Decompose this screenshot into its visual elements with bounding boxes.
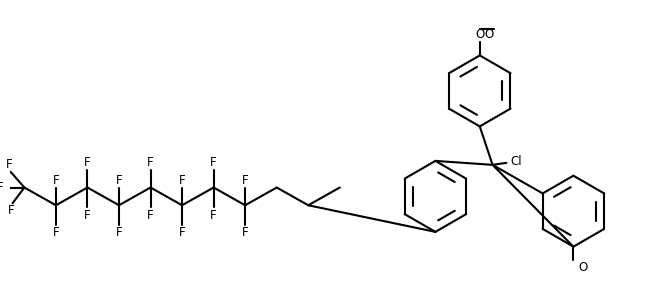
Text: F: F	[8, 204, 15, 217]
Text: F: F	[179, 226, 186, 239]
Text: O: O	[484, 28, 494, 41]
Text: F: F	[6, 158, 13, 171]
Text: F: F	[210, 209, 217, 222]
Text: F: F	[210, 156, 217, 169]
Text: F: F	[179, 174, 186, 187]
Text: F: F	[147, 156, 154, 169]
Text: O: O	[578, 261, 588, 274]
Text: F: F	[84, 156, 90, 169]
Text: F: F	[147, 209, 154, 222]
Text: F: F	[242, 174, 249, 187]
Text: Cl: Cl	[511, 155, 522, 168]
Text: F: F	[52, 174, 59, 187]
Text: O: O	[475, 28, 484, 41]
Text: F: F	[242, 226, 249, 239]
Text: F: F	[84, 209, 90, 222]
Text: F: F	[116, 174, 123, 187]
Text: F: F	[0, 181, 3, 194]
Text: F: F	[116, 226, 123, 239]
Text: F: F	[52, 226, 59, 239]
